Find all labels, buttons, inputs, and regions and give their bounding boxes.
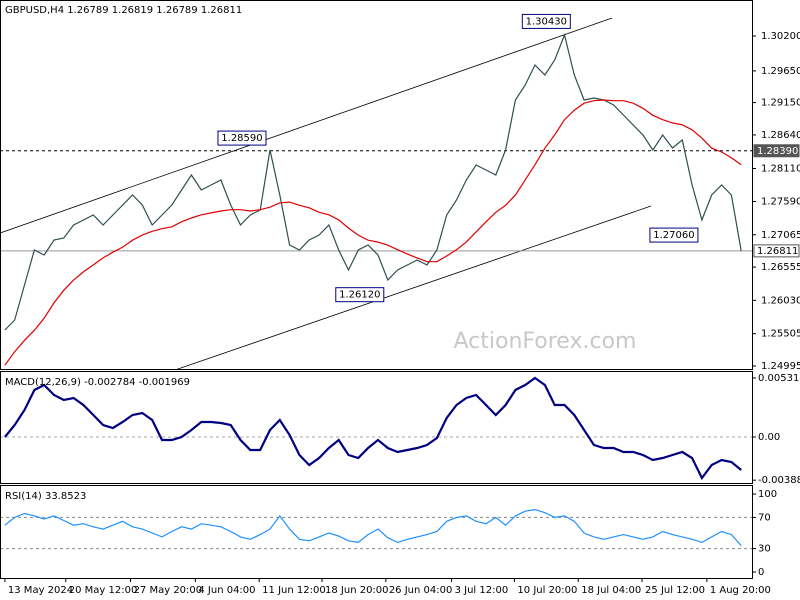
macd-frame: [0, 371, 753, 484]
annotation-label: 1.30430: [526, 16, 567, 27]
plot-area: [1, 33, 752, 366]
y-tick-label: 1.30200: [761, 31, 800, 42]
annotation-box: [521, 13, 571, 29]
annotation-label: 1.27060: [653, 230, 694, 241]
y-tick-label: 1.28110: [761, 164, 800, 175]
y-tick-label: -0.003885: [758, 475, 800, 486]
y-tick-label: 1.29650: [761, 66, 800, 77]
trend-channel: [1, 17, 652, 369]
price-label: 1.28390: [757, 146, 798, 157]
x-tick-label: 4 Jun 04:00: [198, 585, 255, 596]
annotation-label: 1.28590: [221, 133, 262, 144]
y-tick-label: 30: [758, 544, 771, 555]
x-tick-label: 11 Jun 12:00: [262, 585, 326, 596]
y-tick-label: 1.25505: [761, 329, 800, 340]
y-tick-label: 1.26555: [761, 262, 800, 273]
y-tick-label: 100: [758, 489, 777, 500]
annotation-box: [335, 287, 385, 303]
x-tick-label: 18 Jun 20:00: [325, 585, 389, 596]
panel-title: RSI(14) 33.8523: [5, 491, 86, 502]
annotation-box: [217, 130, 267, 146]
y-tick-label: 70: [758, 512, 771, 523]
panel-title: MACD(12,26,9) -0.002784 -0.001969: [5, 377, 190, 388]
y-tick-label: 1.29150: [761, 98, 800, 109]
x-tick-label: 13 May 2024: [8, 585, 73, 596]
x-tick-label: 10 Jul 20:00: [517, 585, 577, 596]
main-frame: [0, 0, 753, 370]
plot-area: [1, 376, 752, 481]
y-tick-label: 1.24995: [761, 361, 800, 372]
watermark: ActionForex.com: [454, 329, 637, 354]
y-tick-label: 1.28640: [761, 130, 800, 141]
annotation-label: 1.26120: [339, 290, 380, 301]
annotation-box: [649, 227, 699, 243]
x-tick-label: 18 Jul 04:00: [581, 585, 641, 596]
x-tick-label: 3 Jul 12:00: [455, 585, 509, 596]
series-line: [4, 508, 742, 546]
channel-upper: [1, 17, 613, 234]
series-line: [4, 99, 742, 366]
y-tick-label: 0.005314: [758, 373, 800, 384]
series-line: [4, 33, 742, 331]
channel-lower: [176, 205, 652, 369]
price-label-box: [753, 144, 800, 158]
price-label-box: [753, 244, 800, 258]
plot-area: [1, 508, 752, 550]
y-tick-label: 1.26030: [761, 295, 800, 306]
x-tick-label: 27 May 20:00: [134, 585, 203, 596]
y-tick-label: 1.27590: [761, 196, 800, 207]
x-tick-label: 1 Aug 20:00: [710, 585, 771, 596]
y-tick-label: 0.00: [758, 432, 780, 443]
x-tick-label: 25 Jul 12:00: [645, 585, 705, 596]
x-tick-label: 20 May 12:00: [69, 585, 138, 596]
rsi-frame: [0, 485, 753, 579]
y-tick-label: 0: [758, 567, 764, 578]
series-line: [4, 376, 742, 481]
x-tick-label: 26 Jun 04:00: [389, 585, 453, 596]
panel-title: GBPUSD,H4 1.26789 1.26819 1.26789 1.2681…: [5, 5, 242, 16]
price-label: 1.26811: [757, 246, 798, 257]
y-tick-label: 1.27065: [761, 230, 800, 241]
